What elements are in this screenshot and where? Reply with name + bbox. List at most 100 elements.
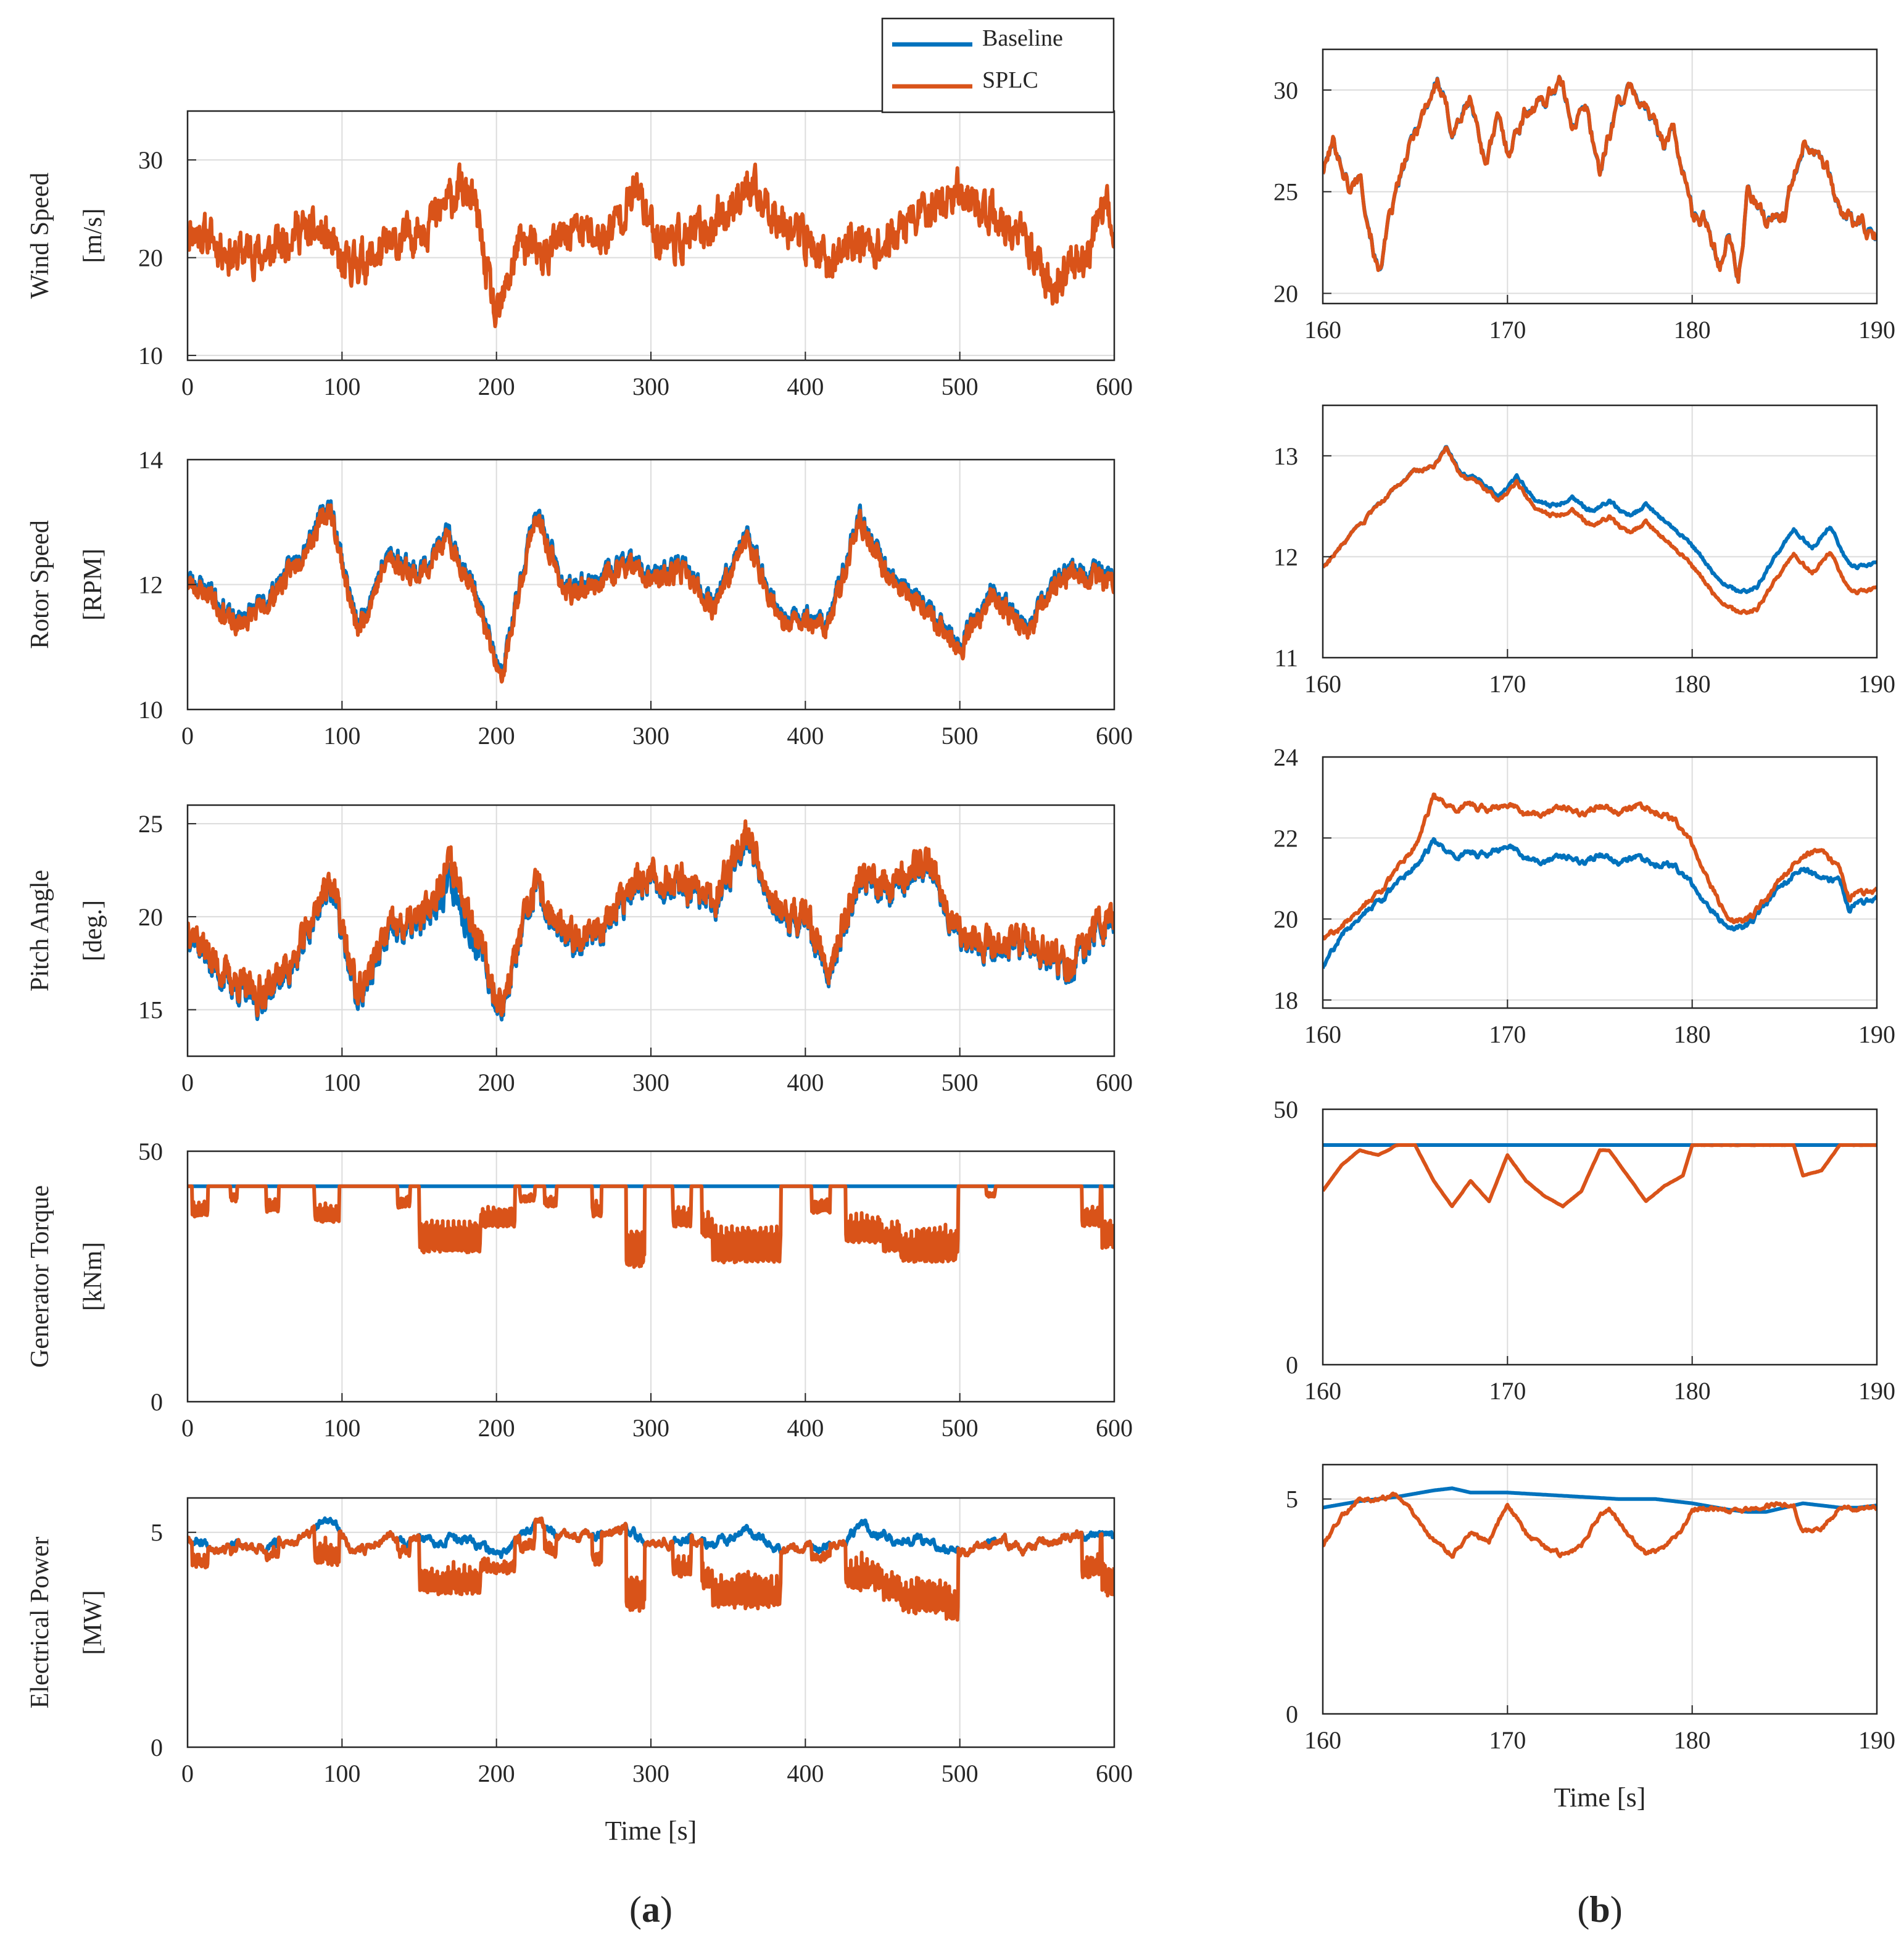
paren-open: ( [629, 1889, 642, 1930]
axes-box [1322, 48, 1878, 305]
plot-area [188, 819, 1114, 1022]
y-axis-label: Rotor Speed [26, 520, 54, 649]
x-tick-label: 100 [323, 1760, 360, 1787]
series-splc [1323, 445, 1877, 615]
legend-label-baseline: Baseline [982, 25, 1063, 51]
axes-box [1322, 1463, 1878, 1715]
x-tick-label: 300 [632, 722, 669, 750]
x-tick-label: 190 [1858, 670, 1895, 698]
x-tick-label: 200 [478, 1760, 515, 1787]
y-tick-label: 0 [151, 1734, 163, 1761]
series-baseline [1323, 837, 1877, 969]
series-splc [188, 1516, 1114, 1622]
y-tick-label: 25 [138, 810, 163, 838]
y-axis-unit: [deg.] [79, 900, 107, 961]
panel-label-b: (b) [1577, 1889, 1622, 1930]
x-tick-label: 160 [1304, 316, 1341, 344]
x-tick-label: 0 [181, 1760, 194, 1787]
x-tick-label: 600 [1096, 1760, 1133, 1787]
axes-box [1322, 756, 1878, 1009]
chart-rotor_zoom: 160 170 180 190 11 12 13 [1273, 404, 1895, 698]
x-tick-label: 190 [1858, 1726, 1895, 1754]
plot-area [1323, 1486, 1877, 1559]
chart-pitch_zoom: 160 170 180 190 18 20 22 24 [1273, 743, 1895, 1048]
y-tick-label: 18 [1273, 986, 1298, 1014]
y-tick-label: 20 [1273, 906, 1298, 933]
legend-label-splc: SPLC [982, 67, 1038, 93]
x-tick-label: 170 [1489, 1377, 1526, 1405]
x-tick-label: 180 [1674, 670, 1711, 698]
chart-power: 0 100 200 300 400 500 600 0 5 Electrical Power [MW… [26, 1497, 1133, 1787]
y-axis-label: Wind Speed [26, 173, 54, 299]
y-axis-unit: [m/s] [79, 209, 107, 263]
x-tick-label: 200 [478, 373, 515, 400]
y-tick-label: 5 [1286, 1486, 1298, 1513]
axes-box [1322, 1108, 1878, 1366]
x-tick-label: 600 [1096, 1414, 1133, 1442]
x-tick-label: 160 [1304, 1377, 1341, 1405]
chart-power_zoom: 160 170 180 190 0 5 [1286, 1463, 1895, 1754]
y-tick-label: 12 [138, 571, 163, 599]
paren-close: ) [1610, 1889, 1623, 1930]
x-tick-label: 400 [787, 1760, 824, 1787]
y-tick-label: 22 [1273, 824, 1298, 852]
x-tick-label: 170 [1489, 316, 1526, 344]
y-tick-label: 0 [151, 1388, 163, 1416]
x-tick-label: 600 [1096, 373, 1133, 400]
x-tick-label: 100 [323, 1414, 360, 1442]
x-tick-label: 190 [1858, 316, 1895, 344]
series-splc [188, 1184, 1114, 1269]
x-tick-label: 500 [942, 722, 979, 750]
y-tick-label: 20 [138, 244, 163, 272]
x-tick-label: 0 [181, 373, 194, 400]
y-tick-label: 50 [138, 1138, 163, 1165]
chart-pitch: 0 100 200 300 400 500 600 15 20 25 Pitch Angle [deg… [26, 804, 1133, 1096]
x-tick-label: 300 [632, 1069, 669, 1096]
x-tick-label: 300 [632, 373, 669, 400]
series-splc [1323, 1491, 1877, 1559]
plot-area [1323, 792, 1877, 969]
x-tick-label: 180 [1674, 1726, 1711, 1754]
y-tick-label: 20 [138, 903, 163, 931]
x-tick-label: 100 [323, 373, 360, 400]
y-tick-label: 0 [1286, 1351, 1298, 1379]
x-tick-label: 160 [1304, 670, 1341, 698]
chart-wind: 0 100 200 300 400 500 600 10 20 30 Wind Speed [m/s] [26, 110, 1133, 400]
x-tick-label: 0 [181, 1069, 194, 1096]
x-tick-label: 170 [1489, 1020, 1526, 1048]
x-tick-label: 160 [1304, 1020, 1341, 1048]
x-tick-label: 200 [478, 722, 515, 750]
plot-area [188, 1516, 1114, 1622]
y-tick-label: 24 [1273, 743, 1298, 771]
x-tick-label: 500 [942, 1414, 979, 1442]
series-splc [1323, 1143, 1877, 1209]
chart-torque: 0 100 200 300 400 500 600 0 50 Generator Torque [k… [26, 1138, 1133, 1442]
x-tick-label: 180 [1674, 1377, 1711, 1405]
y-tick-label: 14 [138, 446, 163, 474]
y-tick-label: 30 [1273, 77, 1298, 104]
y-tick-label: 50 [1273, 1096, 1298, 1123]
plot-area [188, 1184, 1114, 1269]
x-tick-label: 600 [1096, 1069, 1133, 1096]
x-tick-label: 180 [1674, 1020, 1711, 1048]
x-tick-label: 500 [942, 1760, 979, 1787]
plot-area [1323, 445, 1877, 615]
x-axis-label-b: Time [s] [1554, 1782, 1646, 1813]
y-tick-label: 13 [1273, 442, 1298, 470]
series-splc [188, 503, 1114, 684]
paren-close: ) [660, 1889, 673, 1930]
paren-open: ( [1577, 1889, 1589, 1930]
x-tick-label: 170 [1489, 670, 1526, 698]
y-tick-label: 10 [138, 696, 163, 724]
x-tick-label: 400 [787, 1414, 824, 1442]
x-tick-label: 400 [787, 1069, 824, 1096]
x-tick-label: 500 [942, 1069, 979, 1096]
y-axis-label: Electrical Power [26, 1537, 54, 1709]
x-tick-label: 0 [181, 1414, 194, 1442]
y-tick-label: 25 [1273, 178, 1298, 206]
y-axis-unit: [RPM] [79, 548, 107, 621]
y-tick-label: 0 [1286, 1700, 1298, 1728]
x-tick-label: 400 [787, 373, 824, 400]
chart-wind_zoom: 160 170 180 190 20 25 30 [1273, 48, 1895, 344]
